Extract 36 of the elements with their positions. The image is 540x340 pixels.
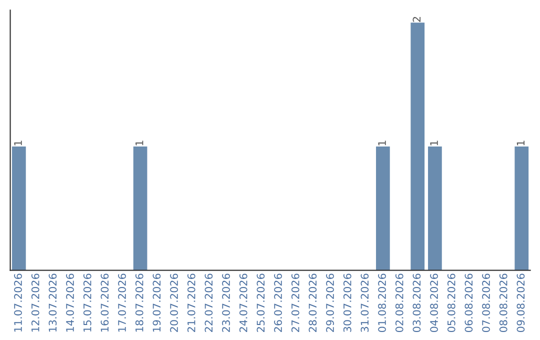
data-label: 1 bbox=[136, 140, 144, 146]
x-tick-label: 31.07.2026 bbox=[360, 274, 369, 332]
data-label: 1 bbox=[430, 140, 438, 146]
x-tick-label: 23.07.2026 bbox=[222, 274, 230, 332]
x-tick-label: 12.07.2026 bbox=[31, 274, 40, 332]
data-label: 1 bbox=[378, 140, 386, 146]
x-tick-label: 03.08.2026 bbox=[412, 274, 421, 332]
x-tick-label: 24.07.2026 bbox=[239, 274, 248, 332]
x-tick-label: 04.08.2026 bbox=[430, 274, 438, 332]
data-label: 1 bbox=[516, 140, 524, 146]
x-tick-label: 15.07.2026 bbox=[83, 274, 92, 332]
data-label: 1 bbox=[14, 140, 22, 146]
x-tick-label: 16.07.2026 bbox=[100, 274, 109, 332]
x-tick-label: 30.07.2026 bbox=[343, 274, 352, 332]
x-tick-label: 19.07.2026 bbox=[152, 274, 161, 332]
x-tick-label: 25.07.2026 bbox=[256, 274, 265, 332]
x-tick-label: 26.07.2026 bbox=[274, 274, 282, 332]
x-tick-label: 14.07.2026 bbox=[66, 274, 74, 332]
x-tick-label: 06.08.2026 bbox=[464, 274, 473, 332]
x-tick-label: 21.07.2026 bbox=[187, 274, 196, 332]
x-tick-label: 13.07.2026 bbox=[48, 274, 57, 332]
x-tick-label: 18.07.2026 bbox=[135, 274, 144, 332]
x-tick-label: 07.08.2026 bbox=[482, 274, 490, 332]
x-tick-label: 17.07.2026 bbox=[118, 274, 126, 332]
x-tick-label: 20.07.2026 bbox=[170, 274, 178, 332]
x-tick-label: 28.07.2026 bbox=[308, 274, 317, 332]
x-tick-label: 22.07.2026 bbox=[204, 274, 213, 332]
x-tick-label: 01.08.2026 bbox=[378, 274, 386, 332]
data-label: 2 bbox=[412, 17, 420, 22]
x-tick-label: 09.08.2026 bbox=[516, 274, 525, 332]
x-tick-label: 08.08.2026 bbox=[499, 274, 508, 332]
x-tick-label: 29.07.2026 bbox=[326, 274, 334, 332]
x-tick-label: 02.08.2026 bbox=[395, 274, 404, 332]
x-tick-label: 27.07.2026 bbox=[291, 274, 300, 332]
x-tick-label: 11.07.2026 bbox=[14, 274, 22, 332]
x-tick-label: 05.08.2026 bbox=[447, 274, 456, 332]
